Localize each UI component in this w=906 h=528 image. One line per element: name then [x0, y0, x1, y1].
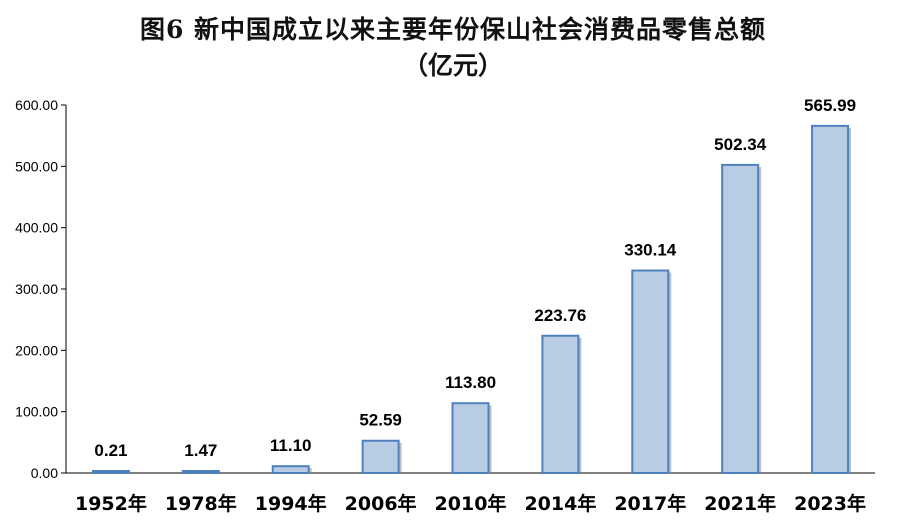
y-tick-label: 100.00 — [15, 404, 58, 420]
y-axis-ticks: 0.00 100.00 200.00 300.00 400.00 500.00 600.00 — [15, 97, 66, 481]
data-label: 223.76 — [534, 306, 586, 325]
data-label: 52.59 — [359, 411, 402, 430]
category-label: 2023年 — [794, 492, 866, 515]
chart-title: 图6 新中国成立以来主要年份保山社会消费品零售总额 — [139, 15, 767, 44]
category-label: 2017年 — [614, 492, 686, 515]
bar-1978年 — [181, 470, 220, 474]
category-label: 2021年 — [704, 492, 776, 515]
data-label: 502.34 — [714, 135, 767, 154]
bar-2006年 — [361, 439, 400, 475]
category-label: 2010年 — [435, 492, 507, 515]
y-tick-label: 300.00 — [15, 281, 58, 297]
data-label: 565.99 — [804, 96, 856, 115]
bar-2014年 — [541, 334, 580, 474]
category-label: 2006年 — [345, 492, 417, 515]
category-label: 1994年 — [255, 492, 327, 515]
y-tick-label: 0.00 — [31, 465, 58, 481]
y-tick-label: 500.00 — [15, 158, 58, 174]
data-label: 330.14 — [624, 241, 677, 260]
data-label: 1.47 — [184, 441, 217, 460]
bar-2023年 — [811, 124, 850, 474]
category-label: 2014年 — [524, 492, 596, 515]
bar-1952年 — [91, 470, 130, 474]
category-labels: 1952年 1978年 1994年 2006年 2010年 2014年 2017年 2021年… — [75, 492, 866, 515]
data-label: 11.10 — [270, 436, 312, 455]
y-tick-label: 400.00 — [15, 220, 58, 236]
y-tick-label: 200.00 — [15, 342, 58, 358]
bar-2010年 — [451, 402, 490, 474]
data-label: 113.80 — [445, 373, 496, 392]
category-label: 1978年 — [165, 492, 237, 515]
data-labels: 0.21 1.47 11.10 52.59 113.80 223.76 330.14 502.… — [94, 96, 856, 460]
bar-2017年 — [631, 269, 670, 474]
chart-subtitle: （亿元） — [402, 51, 503, 80]
bar-1994年 — [271, 465, 310, 474]
data-label: 0.21 — [94, 441, 127, 460]
y-tick-label: 600.00 — [15, 97, 58, 113]
category-label: 1952年 — [75, 492, 147, 515]
bars — [91, 124, 852, 475]
bar-2021年 — [721, 163, 760, 474]
